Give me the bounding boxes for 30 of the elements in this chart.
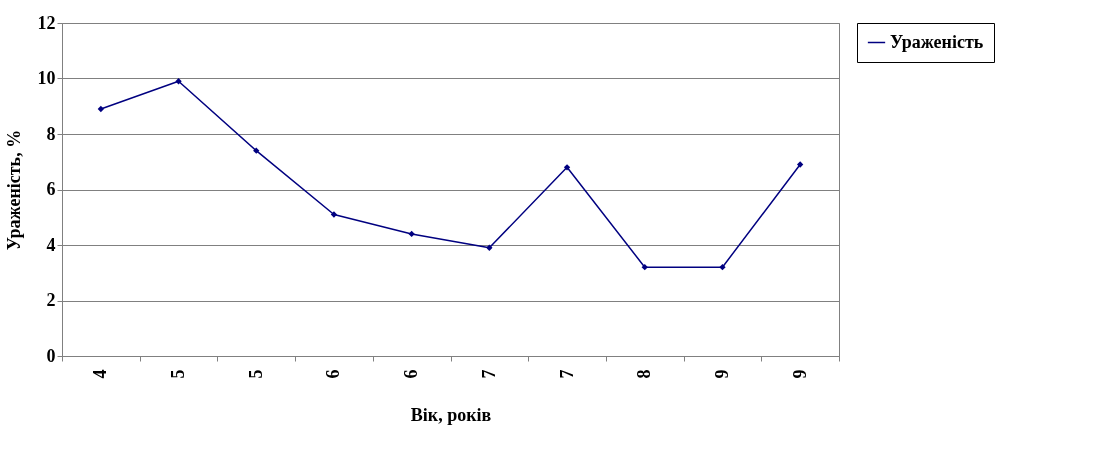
- y-tick-label: 2: [46, 290, 56, 310]
- x-tick-label: 6: [401, 369, 422, 379]
- x-tick-label: 9: [789, 369, 810, 379]
- point: [641, 264, 648, 271]
- y-axis-title: Ураженість, %: [3, 129, 24, 251]
- x-axis-title: Вік, років: [410, 404, 492, 425]
- point: [330, 211, 338, 218]
- y-tick-label: 12: [37, 12, 56, 33]
- x-tick-label: 7: [478, 369, 499, 379]
- x-tick-label: 8: [634, 369, 655, 379]
- x-tick-label: 7: [556, 369, 577, 379]
- x-tick-label: 6: [323, 369, 344, 379]
- point: [253, 147, 260, 154]
- y-tick-label: 10: [37, 68, 56, 88]
- x-tick-label: 5: [168, 369, 189, 379]
- x-tick-label: 4: [90, 369, 111, 379]
- point: [486, 244, 493, 251]
- point: [175, 78, 182, 85]
- y-tick-label: 6: [46, 179, 56, 199]
- legend-label: Ураженість: [890, 31, 984, 52]
- point: [408, 230, 415, 238]
- y-tick-label: 4: [46, 234, 56, 255]
- point: [796, 161, 804, 168]
- x-tick-label: 9: [711, 369, 732, 379]
- point: [719, 264, 726, 271]
- point: [563, 164, 571, 171]
- point: [97, 105, 105, 113]
- y-tick-label: 0: [46, 345, 56, 366]
- y-tick-label: 8: [46, 123, 56, 144]
- x-tick-label: 5: [245, 369, 266, 379]
